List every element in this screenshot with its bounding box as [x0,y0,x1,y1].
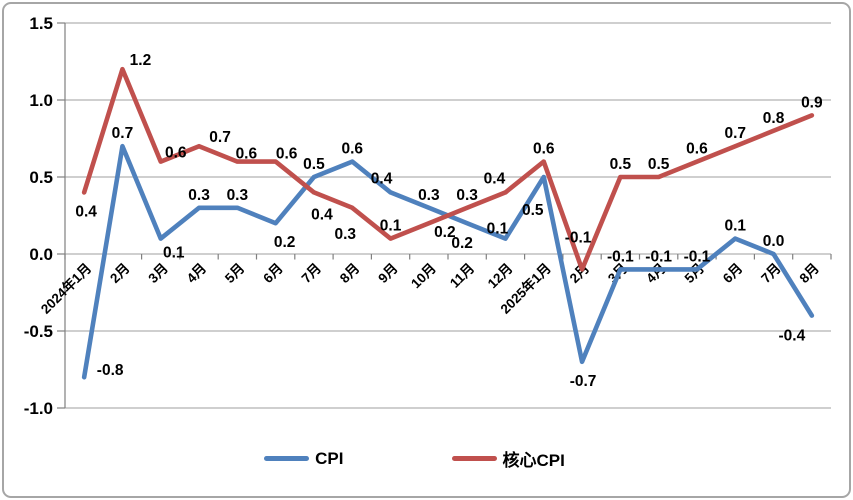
data-label: 0.6 [686,141,708,158]
data-label: 0.7 [724,125,746,142]
data-label: -0.7 [570,373,597,390]
x-axis-label: 11月 [447,261,477,291]
x-axis-label: 8月 [337,261,362,286]
y-axis-label: 1.5 [29,14,53,33]
data-label: -0.1 [645,248,672,265]
chart-legend: CPI 核心CPI [0,446,841,471]
data-label: 0.1 [163,245,185,262]
data-label: -0.8 [97,362,124,379]
data-label: -0.1 [607,248,634,265]
x-axis-label: 3月 [145,261,170,286]
x-axis-label: 2月 [107,261,132,286]
data-label: 0.4 [311,206,333,223]
x-axis-label: 6月 [720,261,745,286]
data-label: 0.3 [227,187,249,204]
data-label: 0.6 [165,145,187,162]
data-label: 0.2 [451,235,473,252]
data-label: 0.3 [456,187,478,204]
data-label: 0.5 [610,156,632,173]
data-label: 0.5 [303,156,325,173]
y-axis-label: -1.0 [24,399,53,418]
x-axis-label: 8月 [797,261,822,286]
data-label: 0.1 [380,218,402,235]
x-axis-label: 7月 [299,261,324,286]
data-label: 0.5 [522,202,544,219]
data-label: -0.4 [778,328,805,345]
data-label: 0.8 [763,110,785,127]
y-axis-label: 0.0 [29,245,53,264]
y-axis-label: 0.5 [29,168,53,187]
data-label: 1.2 [130,52,152,69]
data-label: 0.3 [418,187,440,204]
legend-item-cpi: CPI [264,448,344,469]
x-axis-label: 2024年1月 [37,260,94,317]
data-label: 0.4 [75,203,97,220]
data-label: 0.2 [434,224,456,241]
data-label: 0.4 [484,170,506,187]
legend-label-core-cpi: 核心CPI [502,451,565,470]
y-axis-label: -0.5 [24,322,53,341]
data-label: -0.1 [565,229,592,246]
data-label: 0.6 [533,141,555,158]
data-label: -0.1 [684,248,711,265]
data-label: 0.3 [334,226,356,243]
data-label: 0.7 [209,129,231,146]
x-axis-label: 4月 [184,261,209,286]
x-axis-label: 9月 [375,261,400,286]
data-label: 0.1 [487,221,509,238]
series-line-core-cpi [81,66,815,272]
data-label: 0.2 [274,234,296,251]
core-cpi-line-swatch [451,456,497,461]
data-label: 0.7 [112,125,134,142]
data-label: 0.5 [648,156,670,173]
data-label: 0.6 [276,146,298,163]
x-axis-label: 6月 [260,261,285,286]
data-label: 0.9 [801,94,823,111]
data-label: 0.6 [236,146,258,163]
legend-item-core-cpi: 核心CPI [451,446,565,471]
data-label: 0.0 [763,233,785,250]
y-axis-label: 1.0 [29,91,53,110]
data-label: 0.4 [371,170,393,187]
cpi-line-swatch [264,456,310,461]
data-label: 0.6 [341,141,363,158]
data-label: 0.1 [724,218,746,235]
x-axis-label: 10月 [408,261,439,292]
x-axis-label: 12月 [485,261,516,292]
legend-label-cpi: CPI [315,448,344,468]
data-label: 0.3 [188,187,210,204]
x-axis-label: 5月 [222,261,247,286]
